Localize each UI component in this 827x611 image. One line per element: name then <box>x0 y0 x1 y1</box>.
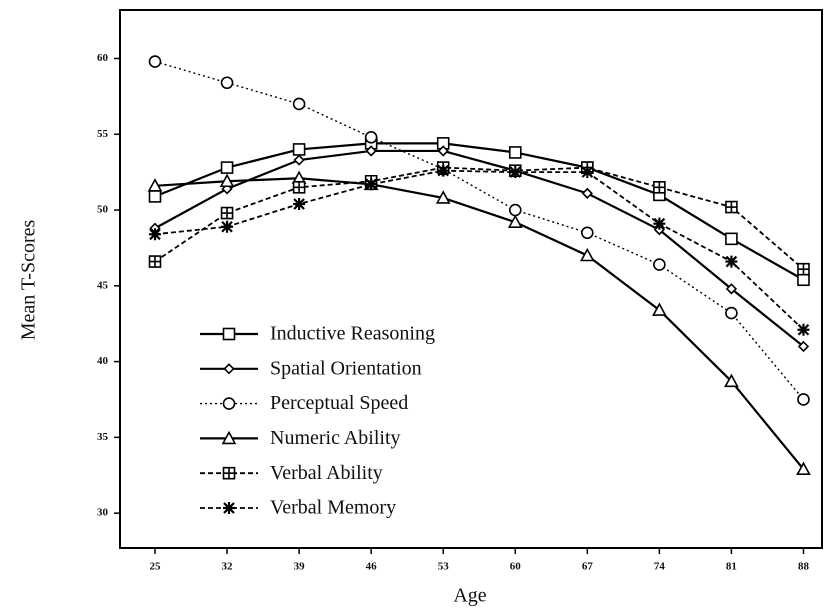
marker <box>725 306 738 320</box>
marker <box>509 166 522 179</box>
marker <box>797 393 810 406</box>
marker <box>507 214 523 228</box>
series-line <box>154 169 805 331</box>
marker <box>293 197 306 210</box>
x-tick-label: 25 <box>149 561 161 573</box>
legend-label: Spatial Orientation <box>270 357 422 379</box>
x-tick-label: 81 <box>726 561 737 573</box>
marker <box>653 258 666 271</box>
x-tick-label: 60 <box>510 561 522 573</box>
marker <box>292 143 306 156</box>
marker <box>148 228 161 241</box>
y-tick-label: 55 <box>97 128 109 140</box>
marker <box>220 76 234 90</box>
marker <box>653 224 665 236</box>
marker <box>221 220 234 233</box>
legend-marker <box>222 327 236 341</box>
marker <box>653 217 666 230</box>
marker <box>148 190 162 203</box>
x-axis-label: Age <box>453 585 486 607</box>
marker <box>147 178 163 192</box>
marker <box>292 97 306 111</box>
y-tick-label: 40 <box>97 355 109 367</box>
marker <box>435 190 451 204</box>
legend-marker <box>223 502 235 514</box>
marker <box>581 166 594 179</box>
marker <box>148 55 162 68</box>
legend-marker <box>223 363 235 375</box>
x-tick-label: 67 <box>582 561 594 573</box>
series-line <box>154 142 805 281</box>
marker <box>437 145 449 157</box>
y-tick-label: 50 <box>97 204 109 216</box>
marker <box>221 183 233 195</box>
marker <box>293 154 305 166</box>
x-tick-label: 74 <box>654 561 666 573</box>
y-axis-label: Mean T-Scores <box>18 220 40 341</box>
marker <box>219 173 235 188</box>
legend-label: Perceptual Speed <box>270 392 408 414</box>
marker <box>220 206 234 220</box>
marker <box>797 273 810 287</box>
marker <box>220 161 234 174</box>
marker <box>579 247 595 262</box>
series-line <box>154 60 805 400</box>
y-tick-label: 60 <box>97 52 109 64</box>
x-tick-label: 32 <box>222 561 234 573</box>
legend-marker <box>222 466 236 480</box>
marker <box>725 255 738 268</box>
x-tick-label: 46 <box>366 561 378 573</box>
x-tick-label: 53 <box>438 561 450 573</box>
series-line <box>154 166 805 270</box>
marker <box>148 255 162 268</box>
marker <box>364 131 378 144</box>
y-tick-label: 30 <box>97 507 109 519</box>
marker <box>797 323 810 336</box>
plot-frame <box>119 9 823 549</box>
marker <box>292 181 306 194</box>
marker <box>652 302 667 316</box>
marker <box>724 373 739 388</box>
legend-marker <box>222 397 236 410</box>
marker <box>437 164 450 177</box>
marker <box>581 226 594 240</box>
legend-label: Verbal Ability <box>270 462 383 484</box>
x-tick-label: 88 <box>798 561 810 573</box>
marker <box>508 146 522 159</box>
y-tick-label: 45 <box>97 279 109 291</box>
series-line <box>154 177 805 470</box>
marker <box>581 187 593 200</box>
marker <box>508 203 522 217</box>
marker <box>797 340 810 353</box>
series-line <box>154 149 805 348</box>
legend-label: Verbal Memory <box>270 497 396 519</box>
legend-label: Inductive Reasoning <box>270 323 435 345</box>
legend-marker <box>221 430 237 445</box>
marker <box>653 181 666 194</box>
marker <box>365 145 377 157</box>
marker <box>725 232 738 246</box>
x-tick-label: 39 <box>294 561 306 573</box>
marker <box>725 283 738 295</box>
marker <box>797 262 810 276</box>
marker <box>725 200 738 214</box>
y-tick-label: 35 <box>97 431 109 443</box>
marker <box>365 178 378 191</box>
marker <box>796 461 811 475</box>
legend-label: Numeric Ability <box>270 427 401 449</box>
